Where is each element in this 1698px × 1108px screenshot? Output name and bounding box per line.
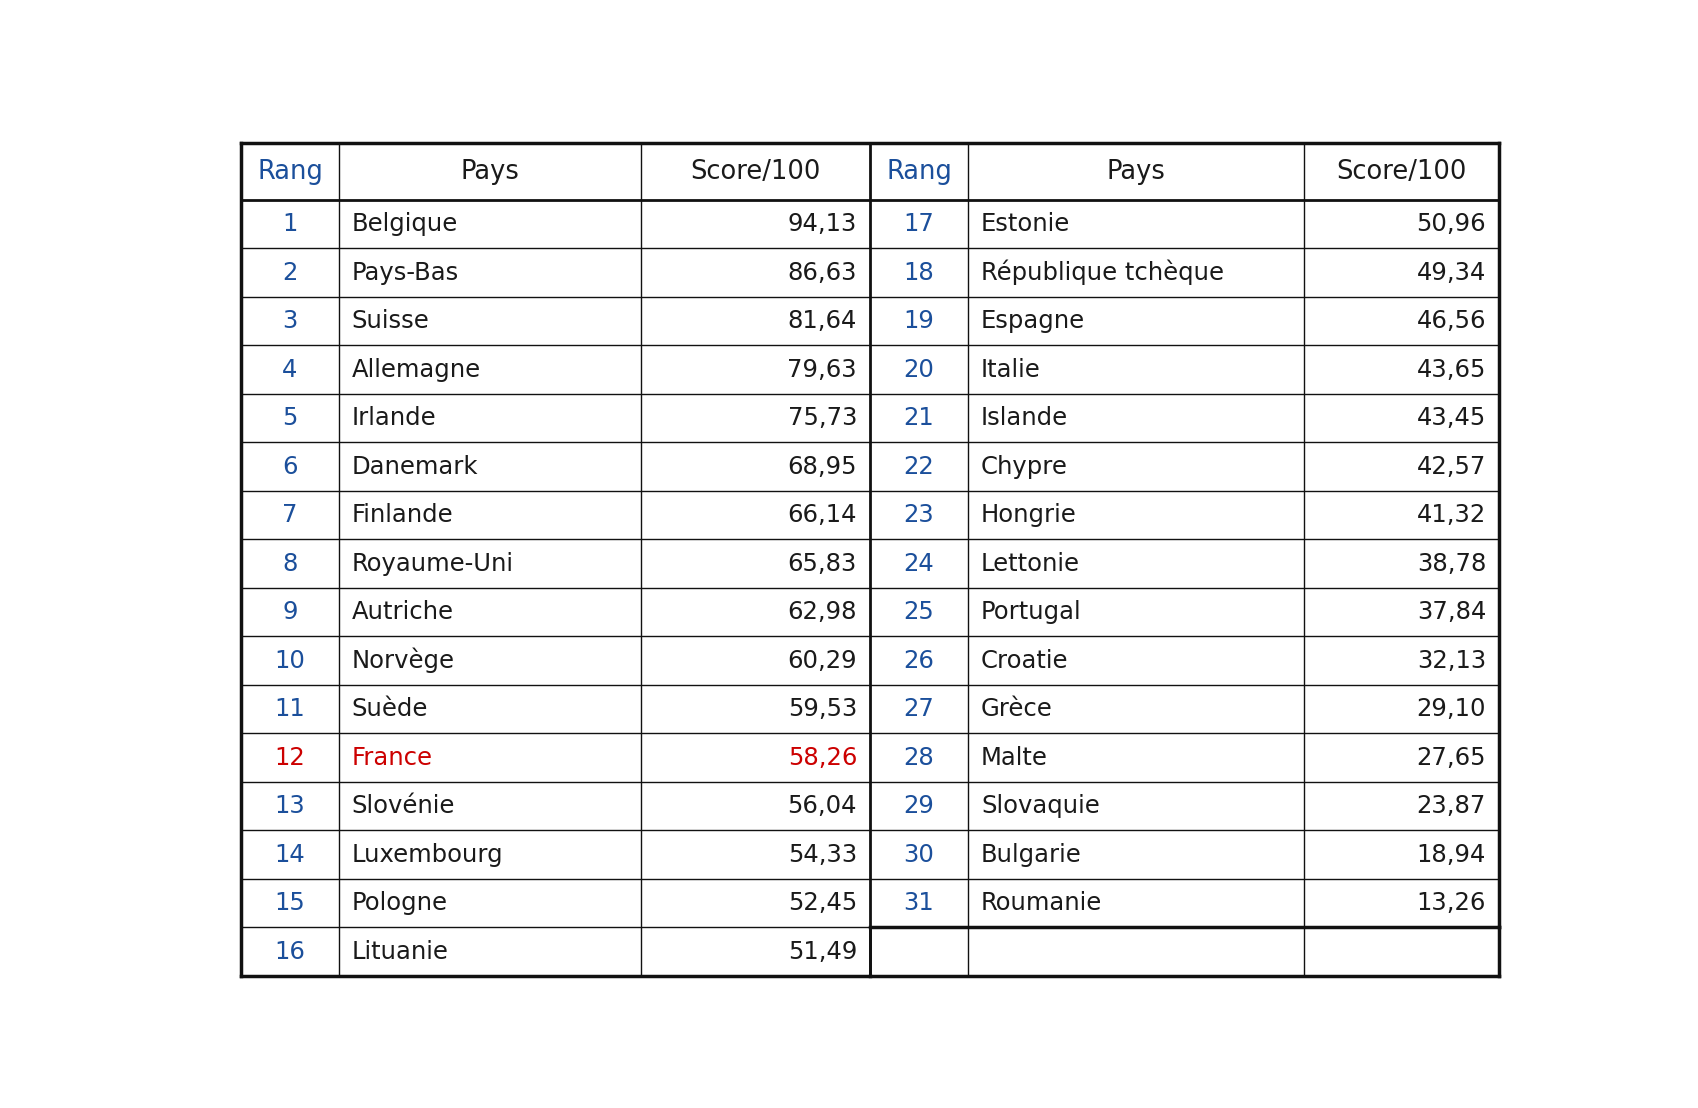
Text: Luxembourg: Luxembourg — [351, 842, 504, 866]
Text: 52,45: 52,45 — [788, 891, 857, 915]
Text: Hongrie: Hongrie — [981, 503, 1077, 527]
Text: 18: 18 — [903, 260, 934, 285]
Text: 65,83: 65,83 — [788, 552, 857, 575]
Text: 1: 1 — [282, 212, 297, 236]
Text: 20: 20 — [903, 358, 934, 381]
Text: Estonie: Estonie — [981, 212, 1070, 236]
Text: 18,94: 18,94 — [1416, 842, 1486, 866]
Text: 23: 23 — [903, 503, 934, 527]
Text: 13: 13 — [275, 794, 306, 818]
Text: 41,32: 41,32 — [1416, 503, 1486, 527]
Text: Grèce: Grèce — [981, 697, 1053, 721]
Text: 50,96: 50,96 — [1416, 212, 1486, 236]
Text: 29,10: 29,10 — [1416, 697, 1486, 721]
Text: Islande: Islande — [981, 407, 1068, 430]
Text: 66,14: 66,14 — [788, 503, 857, 527]
Text: 37,84: 37,84 — [1416, 601, 1486, 624]
Text: 56,04: 56,04 — [788, 794, 857, 818]
Text: Pays-Bas: Pays-Bas — [351, 260, 458, 285]
Text: Score/100: Score/100 — [1336, 158, 1467, 185]
Text: Autriche: Autriche — [351, 601, 453, 624]
Text: Suède: Suède — [351, 697, 428, 721]
Text: 81,64: 81,64 — [788, 309, 857, 334]
Text: Irlande: Irlande — [351, 407, 436, 430]
Text: Slovénie: Slovénie — [351, 794, 455, 818]
Text: 51,49: 51,49 — [788, 940, 857, 964]
Text: Lituanie: Lituanie — [351, 940, 448, 964]
Text: Royaume-Uni: Royaume-Uni — [351, 552, 514, 575]
Text: Roumanie: Roumanie — [981, 891, 1102, 915]
Text: 42,57: 42,57 — [1416, 454, 1486, 479]
Text: Rang: Rang — [256, 158, 323, 185]
Text: 2: 2 — [282, 260, 297, 285]
Text: 43,65: 43,65 — [1416, 358, 1486, 381]
Text: 32,13: 32,13 — [1416, 648, 1486, 673]
Text: 62,98: 62,98 — [788, 601, 857, 624]
Text: Espagne: Espagne — [981, 309, 1085, 334]
Text: 3: 3 — [282, 309, 297, 334]
Text: 19: 19 — [903, 309, 934, 334]
Text: 46,56: 46,56 — [1416, 309, 1486, 334]
Text: 7: 7 — [282, 503, 297, 527]
Text: Danemark: Danemark — [351, 454, 479, 479]
Text: 59,53: 59,53 — [788, 697, 857, 721]
Text: Croatie: Croatie — [981, 648, 1068, 673]
Text: 11: 11 — [275, 697, 306, 721]
Text: 8: 8 — [282, 552, 297, 575]
Text: 4: 4 — [282, 358, 297, 381]
Text: 24: 24 — [903, 552, 934, 575]
Text: 15: 15 — [275, 891, 306, 915]
Text: 17: 17 — [903, 212, 934, 236]
Text: 22: 22 — [903, 454, 934, 479]
Text: Pologne: Pologne — [351, 891, 448, 915]
Text: 43,45: 43,45 — [1416, 407, 1486, 430]
Text: 31: 31 — [903, 891, 934, 915]
Text: 6: 6 — [282, 454, 297, 479]
Text: Rang: Rang — [886, 158, 953, 185]
Text: 10: 10 — [275, 648, 306, 673]
Text: Portugal: Portugal — [981, 601, 1082, 624]
Text: 26: 26 — [903, 648, 934, 673]
Text: Slovaquie: Slovaquie — [981, 794, 1100, 818]
Text: République tchèque: République tchèque — [981, 260, 1224, 286]
Text: Chypre: Chypre — [981, 454, 1068, 479]
Text: 27: 27 — [903, 697, 934, 721]
Text: 23,87: 23,87 — [1416, 794, 1486, 818]
Text: Suisse: Suisse — [351, 309, 430, 334]
Text: 28: 28 — [903, 746, 934, 770]
Text: 12: 12 — [275, 746, 306, 770]
Text: Italie: Italie — [981, 358, 1041, 381]
Text: 29: 29 — [903, 794, 934, 818]
Text: 5: 5 — [282, 407, 297, 430]
Text: Belgique: Belgique — [351, 212, 458, 236]
Text: 54,33: 54,33 — [788, 842, 857, 866]
Text: 94,13: 94,13 — [788, 212, 857, 236]
Text: 21: 21 — [903, 407, 934, 430]
Text: Allemagne: Allemagne — [351, 358, 481, 381]
Text: Score/100: Score/100 — [691, 158, 820, 185]
Text: Bulgarie: Bulgarie — [981, 842, 1082, 866]
Text: Finlande: Finlande — [351, 503, 453, 527]
Text: Malte: Malte — [981, 746, 1048, 770]
Text: 14: 14 — [275, 842, 306, 866]
Text: France: France — [351, 746, 433, 770]
Text: 79,63: 79,63 — [788, 358, 857, 381]
Text: 25: 25 — [903, 601, 934, 624]
Text: 86,63: 86,63 — [788, 260, 857, 285]
Text: 60,29: 60,29 — [788, 648, 857, 673]
Text: 75,73: 75,73 — [788, 407, 857, 430]
Text: 58,26: 58,26 — [788, 746, 857, 770]
Text: 30: 30 — [903, 842, 934, 866]
Text: Norvège: Norvège — [351, 648, 455, 674]
Text: 38,78: 38,78 — [1416, 552, 1486, 575]
Text: Pays: Pays — [1107, 158, 1165, 185]
Text: 13,26: 13,26 — [1416, 891, 1486, 915]
Text: 16: 16 — [275, 940, 306, 964]
Text: Pays: Pays — [460, 158, 520, 185]
Text: 68,95: 68,95 — [788, 454, 857, 479]
Text: 27,65: 27,65 — [1416, 746, 1486, 770]
Text: 9: 9 — [282, 601, 297, 624]
Text: 49,34: 49,34 — [1416, 260, 1486, 285]
Text: Lettonie: Lettonie — [981, 552, 1080, 575]
